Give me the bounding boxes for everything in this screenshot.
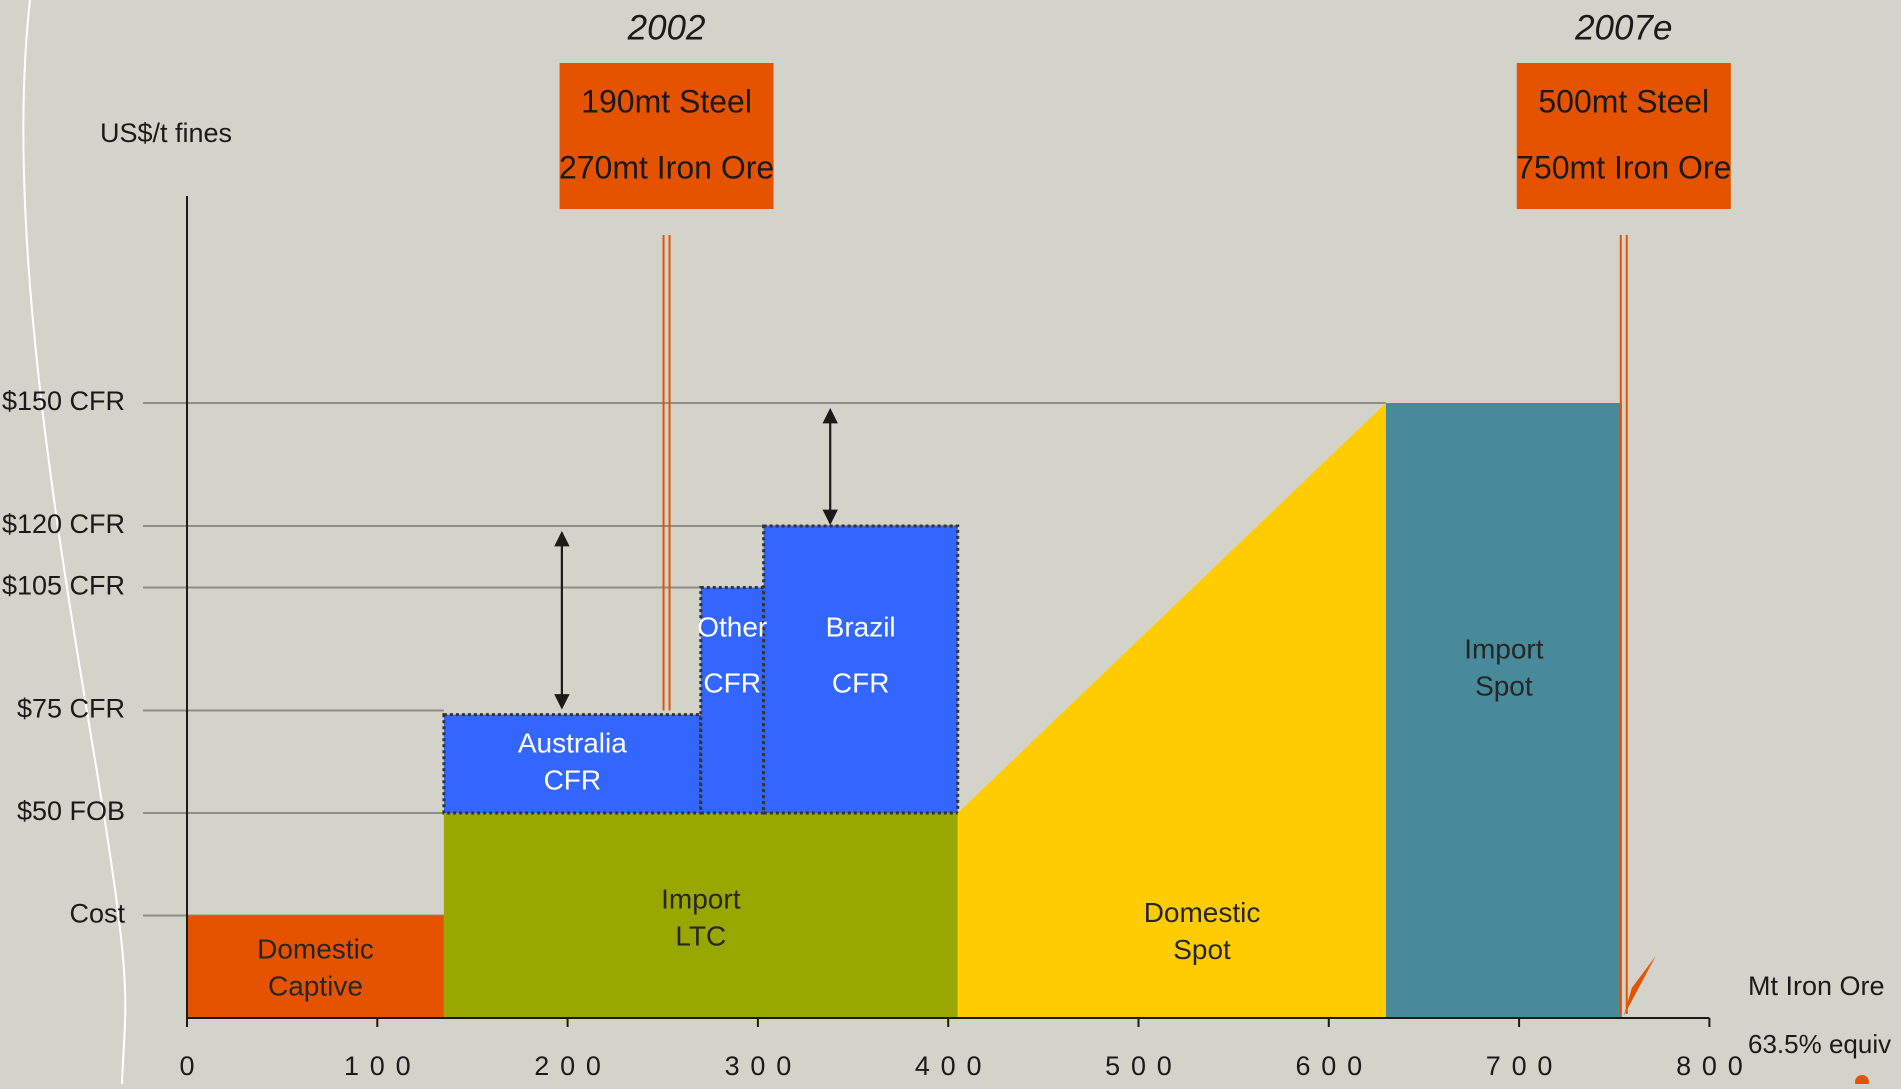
- block-label: CFR: [832, 668, 890, 699]
- marker-year: 2007e: [1574, 8, 1672, 47]
- y-axis-title: US$/t fines: [100, 118, 232, 148]
- wedge-area: [957, 403, 1386, 1018]
- block-label: Brazil: [826, 612, 896, 643]
- block-label: LTC: [675, 920, 726, 951]
- y-level-label: $105 CFR: [2, 571, 125, 601]
- x-axis-subtitle: 63.5% equiv: [1748, 1029, 1891, 1059]
- x-tick-label: 7 0 0: [1486, 1051, 1553, 1081]
- marker-ore-label: 750mt Iron Ore: [1516, 149, 1731, 185]
- block-label: Captive: [268, 971, 363, 1002]
- block-bar: [762, 524, 960, 815]
- block-label: CFR: [703, 668, 761, 699]
- wedge-label: Spot: [1173, 934, 1231, 965]
- x-axis-title: Mt Iron Ore: [1748, 971, 1885, 1001]
- x-tick-label: 1 0 0: [344, 1051, 411, 1081]
- y-level-label: $50 FOB: [17, 796, 125, 826]
- y-level-label: Cost: [69, 899, 125, 929]
- block-label: Other: [697, 612, 767, 643]
- wedge-label: Domestic: [1144, 897, 1261, 928]
- marker-ore-label: 270mt Iron Ore: [559, 149, 774, 185]
- block-bar: [699, 586, 766, 815]
- marker-steel-label: 190mt Steel: [581, 83, 752, 119]
- y-level-label: $150 CFR: [2, 386, 125, 416]
- marker-year: 2002: [627, 8, 706, 47]
- y-level-label: $75 CFR: [17, 694, 125, 724]
- x-tick-label: 8 0 0: [1676, 1051, 1743, 1081]
- x-tick-label: 5 0 0: [1105, 1051, 1172, 1081]
- block-bar: [443, 813, 958, 1018]
- y-level-label: $120 CFR: [2, 509, 125, 539]
- marker-box: [559, 63, 774, 209]
- block-label: Spot: [1475, 670, 1533, 701]
- block-label: Domestic: [257, 934, 374, 965]
- block-bar: [187, 915, 444, 1018]
- block-label: Import: [1464, 633, 1544, 664]
- x-tick-label: 3 0 0: [725, 1051, 792, 1081]
- block-bar: [442, 713, 703, 815]
- decorative-curve: [22, 0, 127, 1085]
- x-tick-label: 0: [179, 1051, 194, 1081]
- block-label: CFR: [544, 765, 602, 796]
- block-label: Import: [661, 883, 741, 914]
- block-label: Australia: [518, 728, 627, 759]
- marker-steel-label: 500mt Steel: [1538, 83, 1709, 119]
- block-bar: [1385, 403, 1622, 1018]
- pointer-dot: [1855, 1075, 1869, 1089]
- x-tick-label: 2 0 0: [534, 1051, 601, 1081]
- x-tick-label: 4 0 0: [915, 1051, 982, 1081]
- pointer-triangle: [1623, 956, 1656, 1016]
- marker-box: [1516, 63, 1731, 209]
- x-tick-label: 6 0 0: [1295, 1051, 1362, 1081]
